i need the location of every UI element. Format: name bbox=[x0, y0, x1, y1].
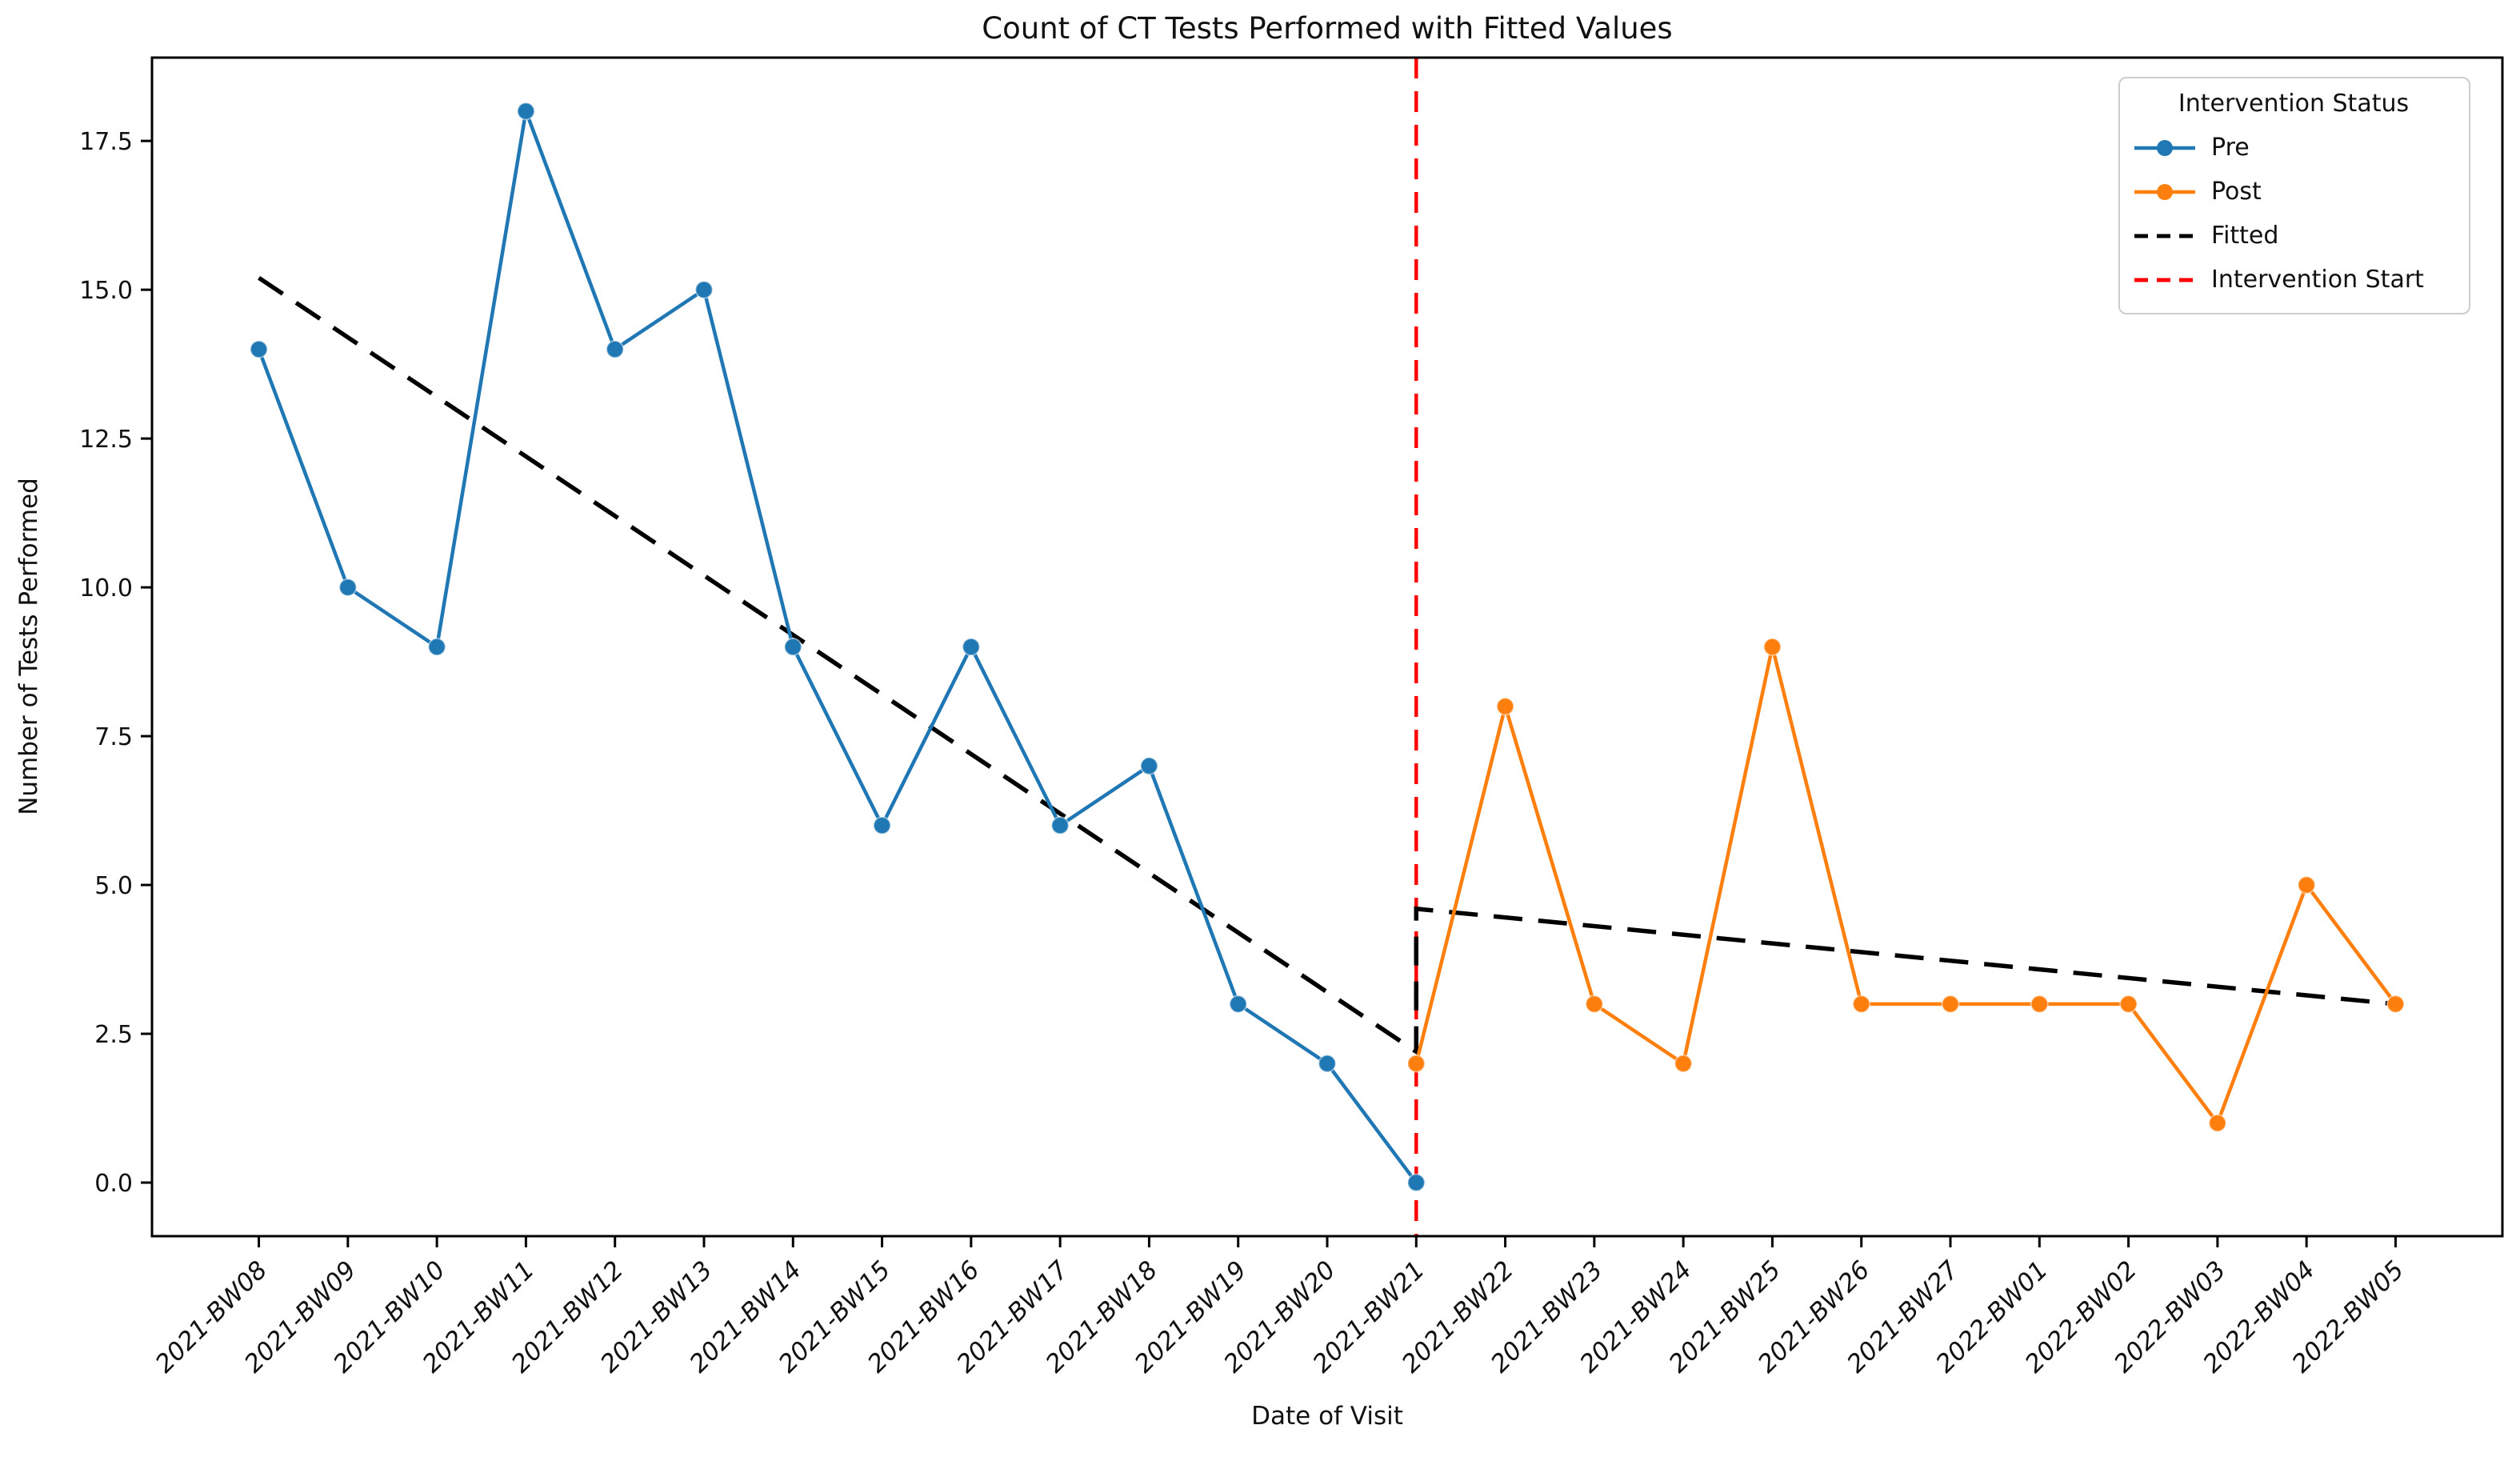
post-data-point bbox=[1762, 638, 1782, 656]
legend-label-pre: Pre bbox=[2211, 134, 2250, 162]
post-data-point bbox=[1496, 697, 1515, 716]
post-data-point bbox=[1852, 995, 1871, 1014]
pre-series-line bbox=[257, 109, 1418, 1184]
legend-label-post: Post bbox=[2211, 178, 2262, 206]
y-tick-label: 2.5 bbox=[94, 1021, 133, 1049]
fitted-line bbox=[258, 275, 2396, 1056]
pre-data-point bbox=[606, 340, 625, 359]
y-tick-label: 5.0 bbox=[94, 872, 133, 900]
y-tick-label: 7.5 bbox=[94, 723, 133, 751]
post-data-point bbox=[1585, 995, 1604, 1014]
legend-entry-intervention-start: Intervention Start bbox=[2133, 258, 2454, 302]
pre-data-point bbox=[962, 638, 981, 656]
pre-data-point bbox=[1229, 995, 1248, 1014]
pre-data-point bbox=[1406, 1173, 1426, 1192]
post-data-point bbox=[1674, 1054, 1693, 1073]
legend-title: Intervention Status bbox=[2178, 90, 2410, 118]
legend: Intervention Status Pre Post Fitted bbox=[2118, 77, 2470, 314]
legend-entry-post: Post bbox=[2133, 170, 2454, 214]
post-sample-dot bbox=[2157, 183, 2173, 200]
pre-data-point bbox=[873, 816, 892, 835]
pre-data-point bbox=[694, 280, 714, 299]
pre-sample-dot bbox=[2157, 139, 2173, 156]
chart-title: Count of CT Tests Performed with Fitted … bbox=[982, 11, 1673, 46]
post-data-point bbox=[2297, 875, 2316, 895]
x-axis-title: Date of Visit bbox=[1251, 1402, 1403, 1431]
pre-data-point bbox=[516, 102, 535, 121]
y-axis-title: Number of Tests Performed bbox=[14, 478, 43, 815]
pre-data-point bbox=[250, 340, 269, 359]
fitted-dashed-line-icon bbox=[2134, 234, 2195, 238]
pre-data-point bbox=[427, 638, 446, 656]
legend-entry-pre: Pre bbox=[2133, 126, 2454, 170]
y-tick-label: 10.0 bbox=[79, 574, 133, 602]
y-tick-label: 12.5 bbox=[79, 426, 133, 454]
post-data-point bbox=[1941, 995, 1960, 1014]
legend-entry-fitted: Fitted bbox=[2133, 214, 2454, 258]
post-data-point bbox=[2386, 995, 2405, 1014]
pre-data-point bbox=[338, 578, 358, 597]
y-tick-label: 0.0 bbox=[94, 1170, 133, 1198]
post-data-point bbox=[1406, 1054, 1426, 1073]
intervention-dashed-line-icon bbox=[2134, 278, 2195, 282]
pre-line-marker-icon bbox=[2134, 139, 2195, 156]
post-line-marker-icon bbox=[2134, 183, 2195, 200]
post-data-point bbox=[2208, 1114, 2227, 1133]
pre-data-point bbox=[1318, 1054, 1337, 1073]
y-tick-label: 15.0 bbox=[79, 277, 133, 305]
pre-data-point bbox=[783, 638, 802, 656]
pre-data-point bbox=[1050, 816, 1070, 835]
post-data-point bbox=[2119, 995, 2138, 1014]
pre-data-point bbox=[1139, 756, 1158, 775]
y-tick-label: 17.5 bbox=[79, 128, 133, 156]
post-series-line bbox=[1414, 645, 2398, 1125]
legend-label-intervention-start: Intervention Start bbox=[2211, 266, 2424, 294]
post-data-point bbox=[2030, 995, 2049, 1014]
legend-label-fitted: Fitted bbox=[2211, 222, 2279, 250]
